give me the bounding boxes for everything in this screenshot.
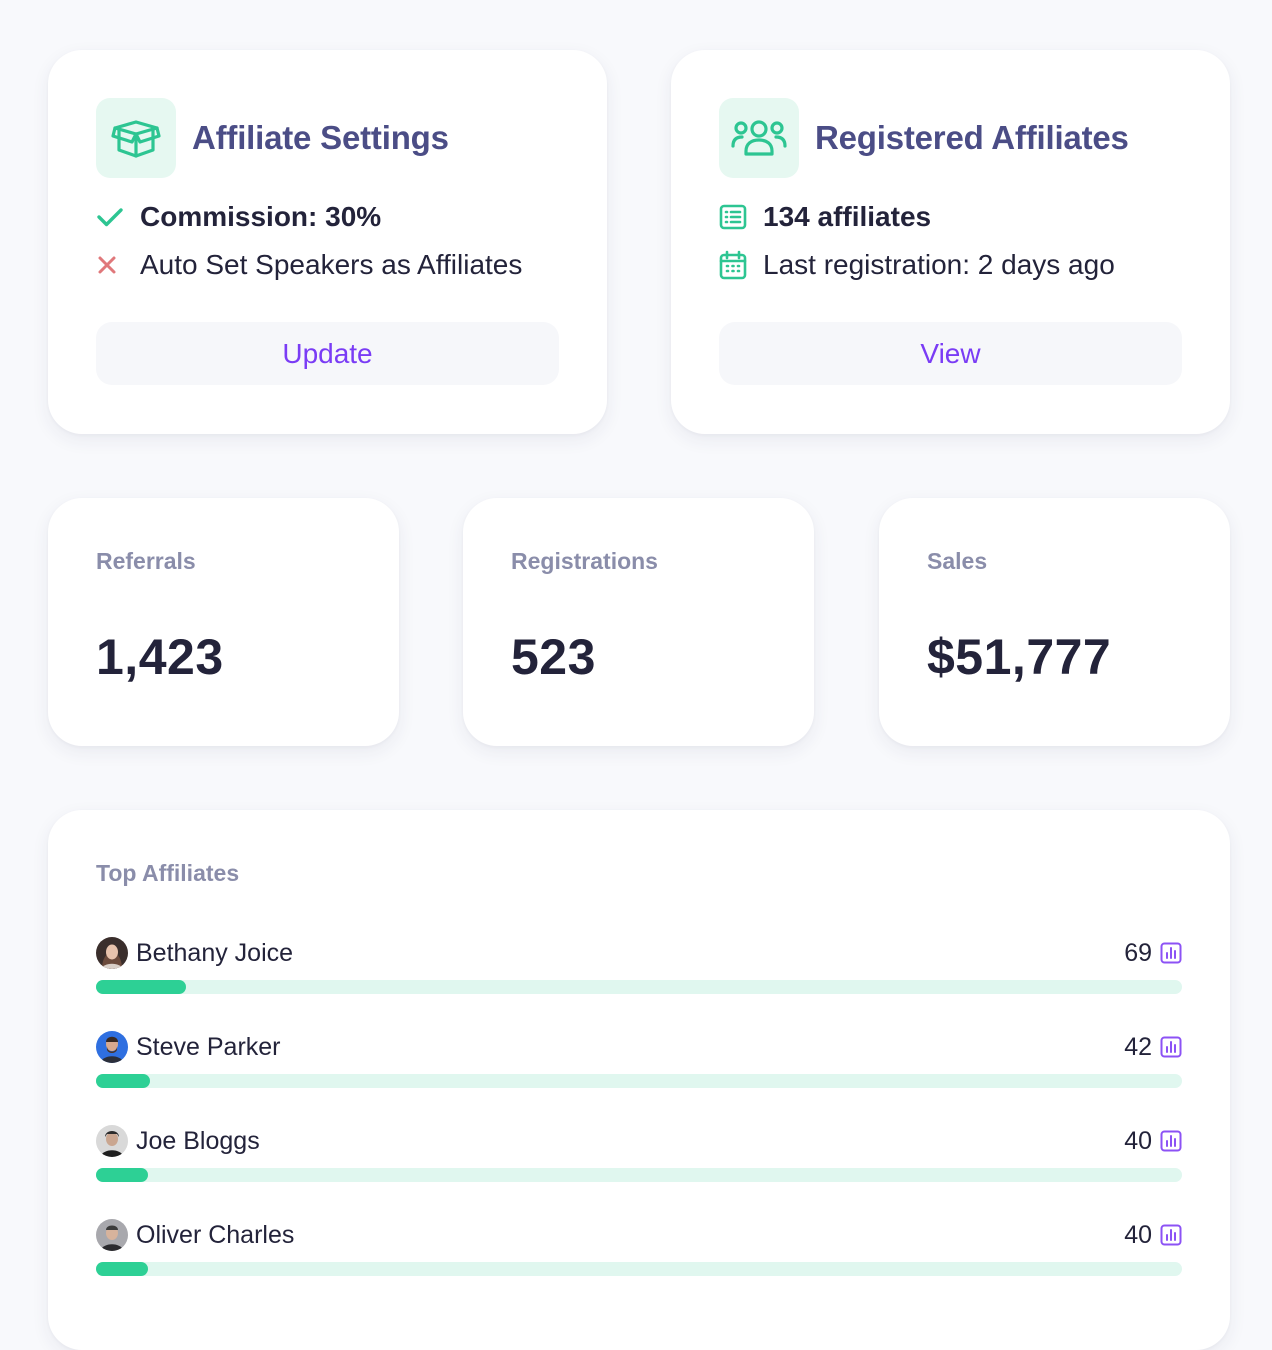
avatar [96, 1125, 128, 1157]
affiliate-name: Steve Parker [136, 1032, 281, 1061]
avatar [96, 937, 128, 969]
sales-label: Sales [927, 548, 988, 574]
registrations-value: 523 [511, 629, 596, 685]
calendar-icon [719, 248, 753, 282]
check-icon [96, 200, 130, 234]
progress-track [96, 1074, 1182, 1088]
affiliate-count-text: 134 affiliates [763, 201, 932, 232]
referrals-label: Referrals [96, 548, 196, 574]
progress-track [96, 980, 1182, 994]
affiliate-count: 40 [1124, 1220, 1152, 1249]
affiliate-count: 69 [1124, 938, 1152, 967]
affiliate-name: Joe Bloggs [136, 1126, 260, 1155]
affiliate-row[interactable]: Bethany Joice 69 [96, 936, 1182, 996]
commission-text: Commission: 30% [140, 201, 382, 232]
progress-track [96, 1262, 1182, 1276]
affiliate-name: Bethany Joice [136, 938, 294, 967]
affiliate-count: 42 [1124, 1032, 1152, 1061]
affiliate-row[interactable]: Oliver Charles 40 [96, 1218, 1182, 1278]
progress-track [96, 1168, 1182, 1182]
progress-fill [96, 1262, 149, 1276]
top-affiliates-card: Top Affiliates Bethany Joice 69 [48, 810, 1230, 1350]
view-button[interactable]: View [719, 322, 1182, 385]
last-registration-text: Last registration: 2 days ago [763, 249, 1115, 280]
affiliate-row[interactable]: Steve Parker 42 [96, 1030, 1182, 1090]
close-icon [96, 248, 130, 282]
sales-stat-card: Sales $51,777 [879, 498, 1230, 746]
avatar [96, 1031, 128, 1063]
registrations-stat-card: Registrations 523 [463, 498, 814, 746]
affiliate-count-row: 134 affiliates [719, 200, 931, 234]
referrals-stat-card: Referrals 1,423 [48, 498, 399, 746]
commission-row: Commission: 30% [96, 200, 381, 234]
sales-value: $51,777 [927, 629, 1112, 685]
affiliate-row[interactable]: Joe Bloggs 40 [96, 1124, 1182, 1184]
bar-chart-icon[interactable] [1160, 1036, 1182, 1058]
progress-fill [96, 1168, 149, 1182]
bar-chart-icon[interactable] [1160, 1224, 1182, 1246]
registered-affiliates-header: Registered Affiliates [719, 98, 1129, 178]
bar-chart-icon[interactable] [1160, 942, 1182, 964]
progress-fill [96, 1074, 151, 1088]
bar-chart-icon[interactable] [1160, 1130, 1182, 1152]
affiliate-settings-title: Affiliate Settings [192, 119, 449, 156]
last-registration-row: Last registration: 2 days ago [719, 248, 1115, 282]
update-button[interactable]: Update [96, 322, 559, 385]
registered-affiliates-card: Registered Affiliates 134 affiliates Las… [671, 50, 1230, 434]
list-icon [719, 200, 753, 234]
top-affiliates-title: Top Affiliates [96, 860, 240, 886]
affiliate-settings-card: Affiliate Settings Commission: 30% Auto … [48, 50, 607, 434]
users-group-icon [719, 98, 799, 178]
auto-speakers-text: Auto Set Speakers as Affiliates [140, 249, 523, 280]
affiliate-name: Oliver Charles [136, 1220, 295, 1249]
registrations-label: Registrations [511, 548, 658, 574]
box-icon [96, 98, 176, 178]
affiliate-count: 40 [1124, 1126, 1152, 1155]
progress-fill [96, 980, 187, 994]
auto-speakers-row: Auto Set Speakers as Affiliates [96, 248, 522, 282]
affiliate-settings-header: Affiliate Settings [96, 98, 449, 178]
referrals-value: 1,423 [96, 629, 224, 685]
registered-affiliates-title: Registered Affiliates [815, 119, 1129, 156]
avatar [96, 1219, 128, 1251]
